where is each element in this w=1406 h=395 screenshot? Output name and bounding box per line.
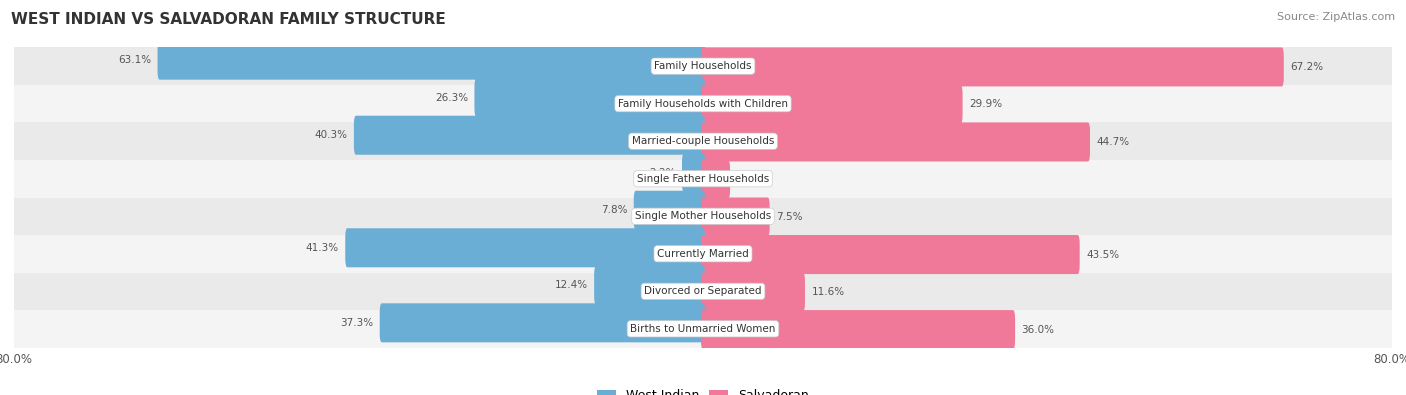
FancyBboxPatch shape bbox=[14, 47, 1392, 85]
FancyBboxPatch shape bbox=[595, 266, 704, 305]
Text: Currently Married: Currently Married bbox=[657, 249, 749, 259]
Text: Married-couple Households: Married-couple Households bbox=[631, 136, 775, 146]
Text: 40.3%: 40.3% bbox=[315, 130, 347, 140]
Text: 12.4%: 12.4% bbox=[554, 280, 588, 290]
Text: 41.3%: 41.3% bbox=[305, 243, 339, 253]
FancyBboxPatch shape bbox=[14, 235, 1392, 273]
FancyBboxPatch shape bbox=[702, 198, 769, 237]
FancyBboxPatch shape bbox=[14, 198, 1392, 235]
FancyBboxPatch shape bbox=[14, 310, 1392, 348]
FancyBboxPatch shape bbox=[682, 153, 704, 192]
Text: 7.5%: 7.5% bbox=[776, 212, 803, 222]
FancyBboxPatch shape bbox=[702, 47, 1284, 87]
FancyBboxPatch shape bbox=[702, 160, 730, 199]
Text: WEST INDIAN VS SALVADORAN FAMILY STRUCTURE: WEST INDIAN VS SALVADORAN FAMILY STRUCTU… bbox=[11, 12, 446, 27]
FancyBboxPatch shape bbox=[380, 303, 704, 342]
Text: Single Father Households: Single Father Households bbox=[637, 174, 769, 184]
Text: Divorced or Separated: Divorced or Separated bbox=[644, 286, 762, 296]
Text: Source: ZipAtlas.com: Source: ZipAtlas.com bbox=[1277, 12, 1395, 22]
Text: 2.9%: 2.9% bbox=[737, 175, 763, 184]
FancyBboxPatch shape bbox=[634, 191, 704, 230]
Text: 37.3%: 37.3% bbox=[340, 318, 373, 328]
Text: 26.3%: 26.3% bbox=[434, 93, 468, 103]
Text: 29.9%: 29.9% bbox=[969, 100, 1002, 109]
Text: 11.6%: 11.6% bbox=[811, 287, 845, 297]
Text: Family Households with Children: Family Households with Children bbox=[619, 99, 787, 109]
FancyBboxPatch shape bbox=[354, 116, 704, 155]
Text: 67.2%: 67.2% bbox=[1291, 62, 1323, 72]
Text: 2.2%: 2.2% bbox=[650, 168, 675, 178]
FancyBboxPatch shape bbox=[157, 41, 704, 80]
Text: 44.7%: 44.7% bbox=[1097, 137, 1129, 147]
Text: 43.5%: 43.5% bbox=[1087, 250, 1119, 260]
Text: Births to Unmarried Women: Births to Unmarried Women bbox=[630, 324, 776, 334]
FancyBboxPatch shape bbox=[474, 78, 704, 117]
Text: Family Households: Family Households bbox=[654, 61, 752, 71]
Text: 63.1%: 63.1% bbox=[118, 55, 150, 65]
Text: 7.8%: 7.8% bbox=[600, 205, 627, 215]
FancyBboxPatch shape bbox=[702, 122, 1090, 162]
FancyBboxPatch shape bbox=[346, 228, 704, 267]
FancyBboxPatch shape bbox=[14, 85, 1392, 122]
FancyBboxPatch shape bbox=[702, 273, 806, 312]
FancyBboxPatch shape bbox=[14, 273, 1392, 310]
FancyBboxPatch shape bbox=[14, 122, 1392, 160]
FancyBboxPatch shape bbox=[702, 235, 1080, 274]
Legend: West Indian, Salvadoran: West Indian, Salvadoran bbox=[592, 384, 814, 395]
FancyBboxPatch shape bbox=[14, 160, 1392, 198]
Text: Single Mother Households: Single Mother Households bbox=[636, 211, 770, 221]
FancyBboxPatch shape bbox=[702, 310, 1015, 349]
FancyBboxPatch shape bbox=[702, 85, 963, 124]
Text: 36.0%: 36.0% bbox=[1022, 325, 1054, 335]
